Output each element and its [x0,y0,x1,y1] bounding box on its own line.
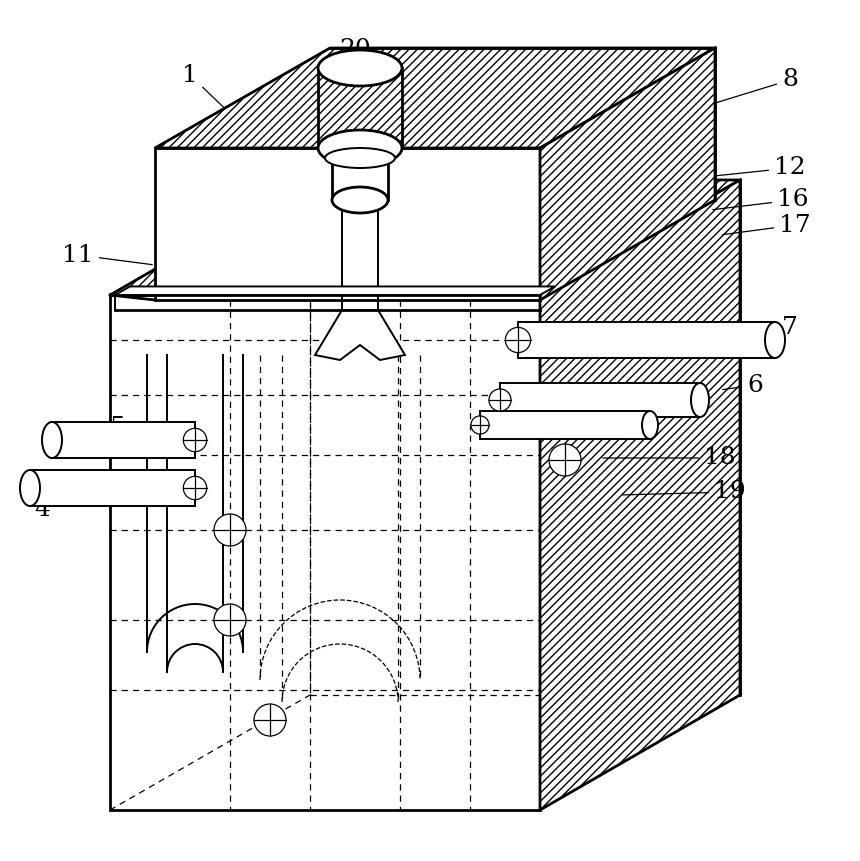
Ellipse shape [20,470,40,506]
Text: 20: 20 [339,39,371,97]
Text: 16: 16 [713,189,808,212]
Ellipse shape [42,422,62,458]
Polygon shape [315,310,405,360]
Ellipse shape [642,411,658,439]
Text: 12: 12 [697,157,806,179]
Ellipse shape [489,389,511,411]
Ellipse shape [765,322,785,358]
Text: 8: 8 [663,69,798,119]
Text: 5: 5 [110,417,175,439]
Ellipse shape [691,383,709,417]
Polygon shape [52,422,195,458]
Polygon shape [115,287,555,295]
Polygon shape [500,383,700,417]
Ellipse shape [318,130,402,166]
Polygon shape [155,48,715,148]
Text: 6: 6 [722,374,763,397]
Text: 1: 1 [182,64,268,150]
Text: 11: 11 [62,244,152,267]
Ellipse shape [214,514,246,546]
Polygon shape [540,48,715,300]
Ellipse shape [214,604,246,636]
Ellipse shape [471,416,489,434]
Ellipse shape [332,187,388,213]
Ellipse shape [506,327,531,353]
Polygon shape [518,322,775,358]
Text: 4: 4 [34,489,85,522]
Polygon shape [110,180,740,295]
Text: 19: 19 [623,480,746,504]
Ellipse shape [325,148,395,168]
Ellipse shape [183,476,206,499]
Ellipse shape [183,428,206,452]
Ellipse shape [318,50,402,86]
Ellipse shape [254,704,286,736]
Ellipse shape [549,444,581,476]
Text: 18: 18 [603,447,736,469]
Text: 17: 17 [722,214,811,237]
Polygon shape [480,411,650,439]
Polygon shape [30,470,195,506]
Polygon shape [540,180,740,810]
Polygon shape [155,148,540,300]
Polygon shape [110,295,540,810]
Text: 7: 7 [751,317,798,339]
